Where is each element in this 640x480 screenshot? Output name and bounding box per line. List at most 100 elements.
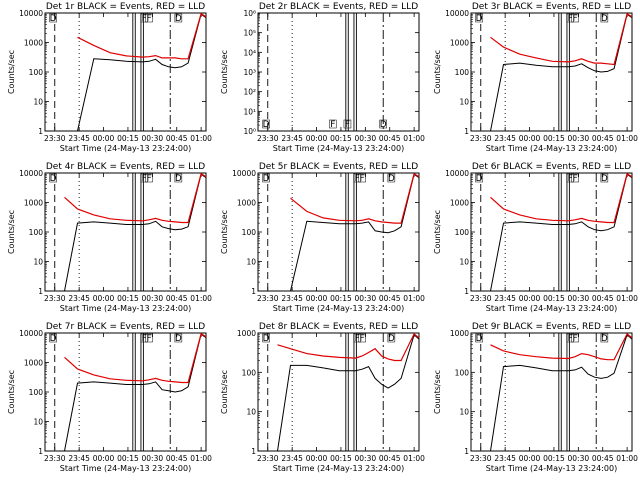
events-series-line bbox=[290, 173, 420, 292]
marker-label: D bbox=[50, 14, 57, 24]
y-tick-label: 1000 bbox=[24, 39, 43, 48]
x-tick-label: 01:00 bbox=[190, 134, 212, 143]
marker-label: F bbox=[568, 174, 573, 184]
marker-label: D bbox=[476, 334, 483, 344]
marker-box bbox=[571, 333, 579, 343]
marker-label: D bbox=[380, 120, 387, 130]
marker-label: F bbox=[355, 174, 360, 184]
marker-label: D bbox=[388, 334, 395, 344]
x-tick-label: 00:45 bbox=[379, 134, 401, 143]
x-tick-label: 23:45 bbox=[494, 294, 516, 303]
detector-panel-9: Det 9r BLACK = Events, RED = LLD 1 10 100 10… bbox=[426, 320, 639, 480]
detector-panel-5: Det 5r BLACK = Events, RED = LLD 1 10 100 10… bbox=[213, 160, 426, 320]
y-axis-label: Counts/sec bbox=[7, 50, 16, 94]
events-series-line bbox=[490, 333, 633, 452]
x-tick-label: 00:30 bbox=[142, 134, 164, 143]
marker-label: F bbox=[142, 174, 147, 184]
marker-box bbox=[145, 173, 153, 183]
x-tick-label: 00:45 bbox=[166, 454, 188, 463]
marker-box bbox=[475, 13, 483, 23]
y-tick-label: 10000 bbox=[19, 9, 43, 18]
marker-label: F bbox=[568, 14, 573, 24]
x-tick-label: 00:00 bbox=[519, 294, 541, 303]
x-tick-label: 00:15 bbox=[117, 454, 139, 463]
x-tick-label: 00:30 bbox=[142, 454, 164, 463]
x-tick-label: 23:30 bbox=[44, 294, 66, 303]
marker-box bbox=[358, 173, 366, 183]
x-tick-label: 00:30 bbox=[568, 294, 590, 303]
marker-label: D bbox=[601, 334, 608, 344]
plot-frame bbox=[257, 172, 420, 292]
y-axis-label: Counts/sec bbox=[220, 50, 229, 94]
plot-frame bbox=[44, 332, 207, 452]
chart-title: Det 2r BLACK = Events, RED = LLD bbox=[259, 2, 418, 12]
x-tick-label: 00:15 bbox=[330, 454, 352, 463]
detector-panel-3: Det 3r BLACK = Events, RED = LLD 1 10 100 10… bbox=[426, 0, 639, 160]
x-tick-label: 00:15 bbox=[543, 294, 565, 303]
marker-label: F bbox=[146, 174, 151, 184]
y-tick-label: 1 bbox=[251, 447, 256, 456]
x-axis-label: Start Time (24-May-13 23:24:00) bbox=[60, 464, 191, 473]
y-tick-label: 1 bbox=[38, 447, 43, 456]
x-tick-label: 00:45 bbox=[379, 454, 401, 463]
y-tick-label: 1 bbox=[464, 127, 469, 136]
y-tick-label: 10000 bbox=[445, 9, 469, 18]
x-tick-label: 23:45 bbox=[281, 454, 303, 463]
x-tick-label: 00:30 bbox=[355, 454, 377, 463]
y-tick-label: 100 bbox=[242, 368, 257, 377]
marker-box bbox=[262, 173, 270, 183]
y-tick-label: 10³ bbox=[243, 68, 256, 77]
marker-label: F bbox=[572, 14, 577, 24]
detector-panel-6: Det 6r BLACK = Events, RED = LLD 1 10 100 10… bbox=[426, 160, 639, 320]
y-tick-label: 1000 bbox=[237, 329, 256, 338]
chart-svg: Det 7r BLACK = Events, RED = LLD 1 10 100 10… bbox=[7, 322, 212, 473]
marker-box bbox=[174, 333, 183, 343]
plot-frame bbox=[470, 172, 633, 292]
x-axis-label: Start Time (24-May-13 23:24:00) bbox=[273, 464, 404, 473]
x-tick-label: 23:45 bbox=[68, 454, 90, 463]
y-axis-label: Counts/sec bbox=[7, 210, 16, 254]
y-tick-label: 100 bbox=[455, 228, 470, 237]
marker-box bbox=[49, 173, 57, 183]
marker-label: F bbox=[146, 14, 151, 24]
x-tick-label: 01:00 bbox=[190, 454, 212, 463]
plot-frame bbox=[470, 332, 633, 452]
events-series-line bbox=[77, 13, 207, 132]
lld-series-line bbox=[77, 12, 207, 60]
marker-label: F bbox=[568, 334, 573, 344]
x-tick-label: 23:30 bbox=[257, 134, 279, 143]
marker-box bbox=[140, 173, 148, 183]
plot-frame bbox=[257, 12, 420, 132]
y-tick-label: 1000 bbox=[450, 39, 469, 48]
y-tick-label: 10 bbox=[246, 408, 256, 417]
y-tick-label: 10 bbox=[33, 418, 43, 427]
y-tick-label: 10000 bbox=[445, 169, 469, 178]
x-tick-label: 00:00 bbox=[93, 454, 115, 463]
y-tick-label: 1 bbox=[38, 287, 43, 296]
y-axis-label: Counts/sec bbox=[433, 210, 442, 254]
detector-panel-8: Det 8r BLACK = Events, RED = LLD 1 10 100 10… bbox=[213, 320, 426, 480]
lld-series-line bbox=[290, 172, 420, 224]
y-tick-label: 1 bbox=[38, 127, 43, 136]
marker-label: D bbox=[50, 334, 57, 344]
x-axis-label: Start Time (24-May-13 23:24:00) bbox=[60, 144, 191, 153]
marker-box bbox=[379, 119, 387, 129]
marker-label: F bbox=[359, 174, 364, 184]
x-tick-label: 23:30 bbox=[470, 294, 492, 303]
marker-label: D bbox=[175, 334, 182, 344]
marker-label: F bbox=[355, 334, 360, 344]
y-tick-label: 10000 bbox=[232, 169, 256, 178]
y-tick-label: 10⁴ bbox=[243, 48, 256, 57]
marker-box bbox=[49, 333, 57, 343]
marker-box bbox=[145, 333, 153, 343]
chart-title: Det 7r BLACK = Events, RED = LLD bbox=[46, 322, 205, 332]
x-tick-label: 23:45 bbox=[68, 134, 90, 143]
marker-box bbox=[566, 333, 574, 343]
y-axis-label: Counts/sec bbox=[220, 370, 229, 414]
x-tick-label: 01:00 bbox=[616, 294, 638, 303]
marker-box bbox=[353, 333, 361, 343]
lld-series-line bbox=[64, 332, 207, 384]
y-tick-label: 10⁶ bbox=[243, 9, 256, 18]
x-tick-label: 23:30 bbox=[470, 134, 492, 143]
x-tick-label: 00:00 bbox=[306, 134, 328, 143]
